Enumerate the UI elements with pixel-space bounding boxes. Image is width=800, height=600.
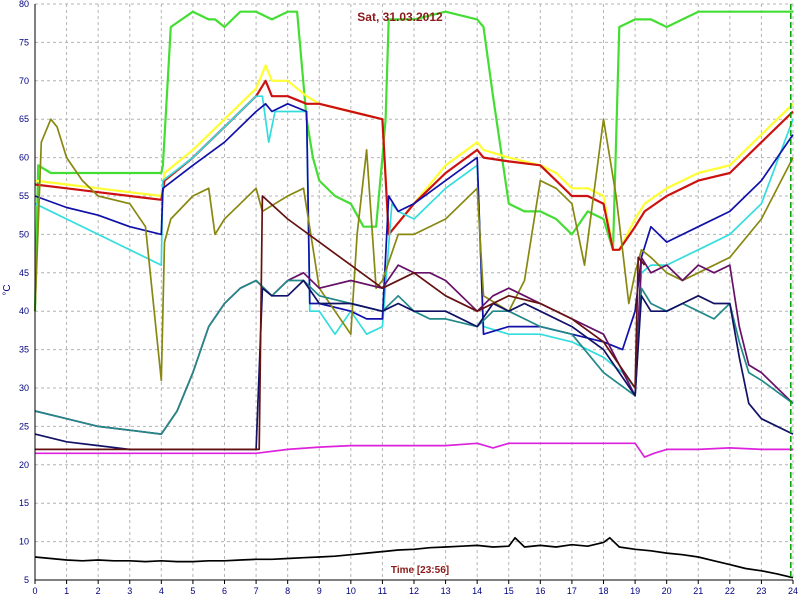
x-tick-label: 17 bbox=[567, 586, 577, 596]
x-tick-label: 8 bbox=[285, 586, 290, 596]
series-line bbox=[34, 118, 794, 382]
y-tick-label: 60 bbox=[19, 153, 29, 163]
x-tick-label: 19 bbox=[630, 586, 640, 596]
x-tick-label: 6 bbox=[222, 586, 227, 596]
y-tick-label: 20 bbox=[19, 460, 29, 470]
x-tick-label: 11 bbox=[378, 586, 387, 596]
y-tick-label: 65 bbox=[19, 114, 29, 124]
chart-title: Sat, 31.03.2012 bbox=[357, 10, 443, 24]
series-line bbox=[35, 442, 793, 458]
y-tick-label: 40 bbox=[19, 306, 29, 316]
x-tick-label: 20 bbox=[662, 586, 672, 596]
x-tick-label: 22 bbox=[725, 586, 735, 596]
y-tick-label: 80 bbox=[19, 0, 29, 9]
x-tick-label: 13 bbox=[441, 586, 451, 596]
x-tick-label: 21 bbox=[693, 586, 703, 596]
y-tick-label: 30 bbox=[19, 383, 29, 393]
y-tick-label: 25 bbox=[19, 421, 29, 431]
x-tick-label: 9 bbox=[317, 586, 322, 596]
series-line bbox=[35, 195, 646, 451]
y-tick-label: 75 bbox=[19, 37, 29, 47]
series-line bbox=[34, 536, 794, 579]
series-line bbox=[34, 64, 794, 251]
y-tick-label: 35 bbox=[19, 345, 29, 355]
x-tick-label: 15 bbox=[504, 586, 514, 596]
y-tick-label: 5 bbox=[24, 575, 29, 585]
x-tick-label: 0 bbox=[32, 586, 37, 596]
axes: 0 1 2 3 4 5 6 7 8 9 10 11 12 13 14 15 16 17 18 19 20 21 22 23 24… bbox=[19, 0, 798, 596]
y-tick-label: 55 bbox=[19, 191, 29, 201]
x-tick-label: 10 bbox=[346, 586, 356, 596]
y-tick-label: 15 bbox=[19, 498, 29, 508]
series-line bbox=[34, 279, 794, 435]
series-group bbox=[33, 10, 794, 579]
x-tick-label: 16 bbox=[535, 586, 545, 596]
x-tick-label: 7 bbox=[254, 586, 259, 596]
x-tick-label: 24 bbox=[788, 586, 798, 596]
x-tick-label: 14 bbox=[472, 586, 482, 596]
x-tick-label: 3 bbox=[127, 586, 132, 596]
x-tick-label: 5 bbox=[190, 586, 195, 596]
series-line bbox=[33, 10, 793, 312]
x-tick-label: 1 bbox=[64, 586, 69, 596]
y-tick-label: 50 bbox=[19, 229, 29, 239]
y-tick-label: 70 bbox=[19, 76, 29, 86]
grid bbox=[34, 3, 794, 581]
x-tick-label: 2 bbox=[96, 586, 101, 596]
series-line bbox=[34, 95, 794, 389]
x-tick-label: 18 bbox=[598, 586, 608, 596]
x-tick-label: 4 bbox=[159, 586, 164, 596]
x-tick-label: 23 bbox=[756, 586, 766, 596]
y-tick-label: 45 bbox=[19, 268, 29, 278]
y-axis-label: °C bbox=[2, 284, 13, 295]
x-tick-label: 12 bbox=[409, 586, 419, 596]
y-tick-label: 10 bbox=[19, 537, 29, 547]
time-label: Time [23:56] bbox=[391, 565, 449, 576]
